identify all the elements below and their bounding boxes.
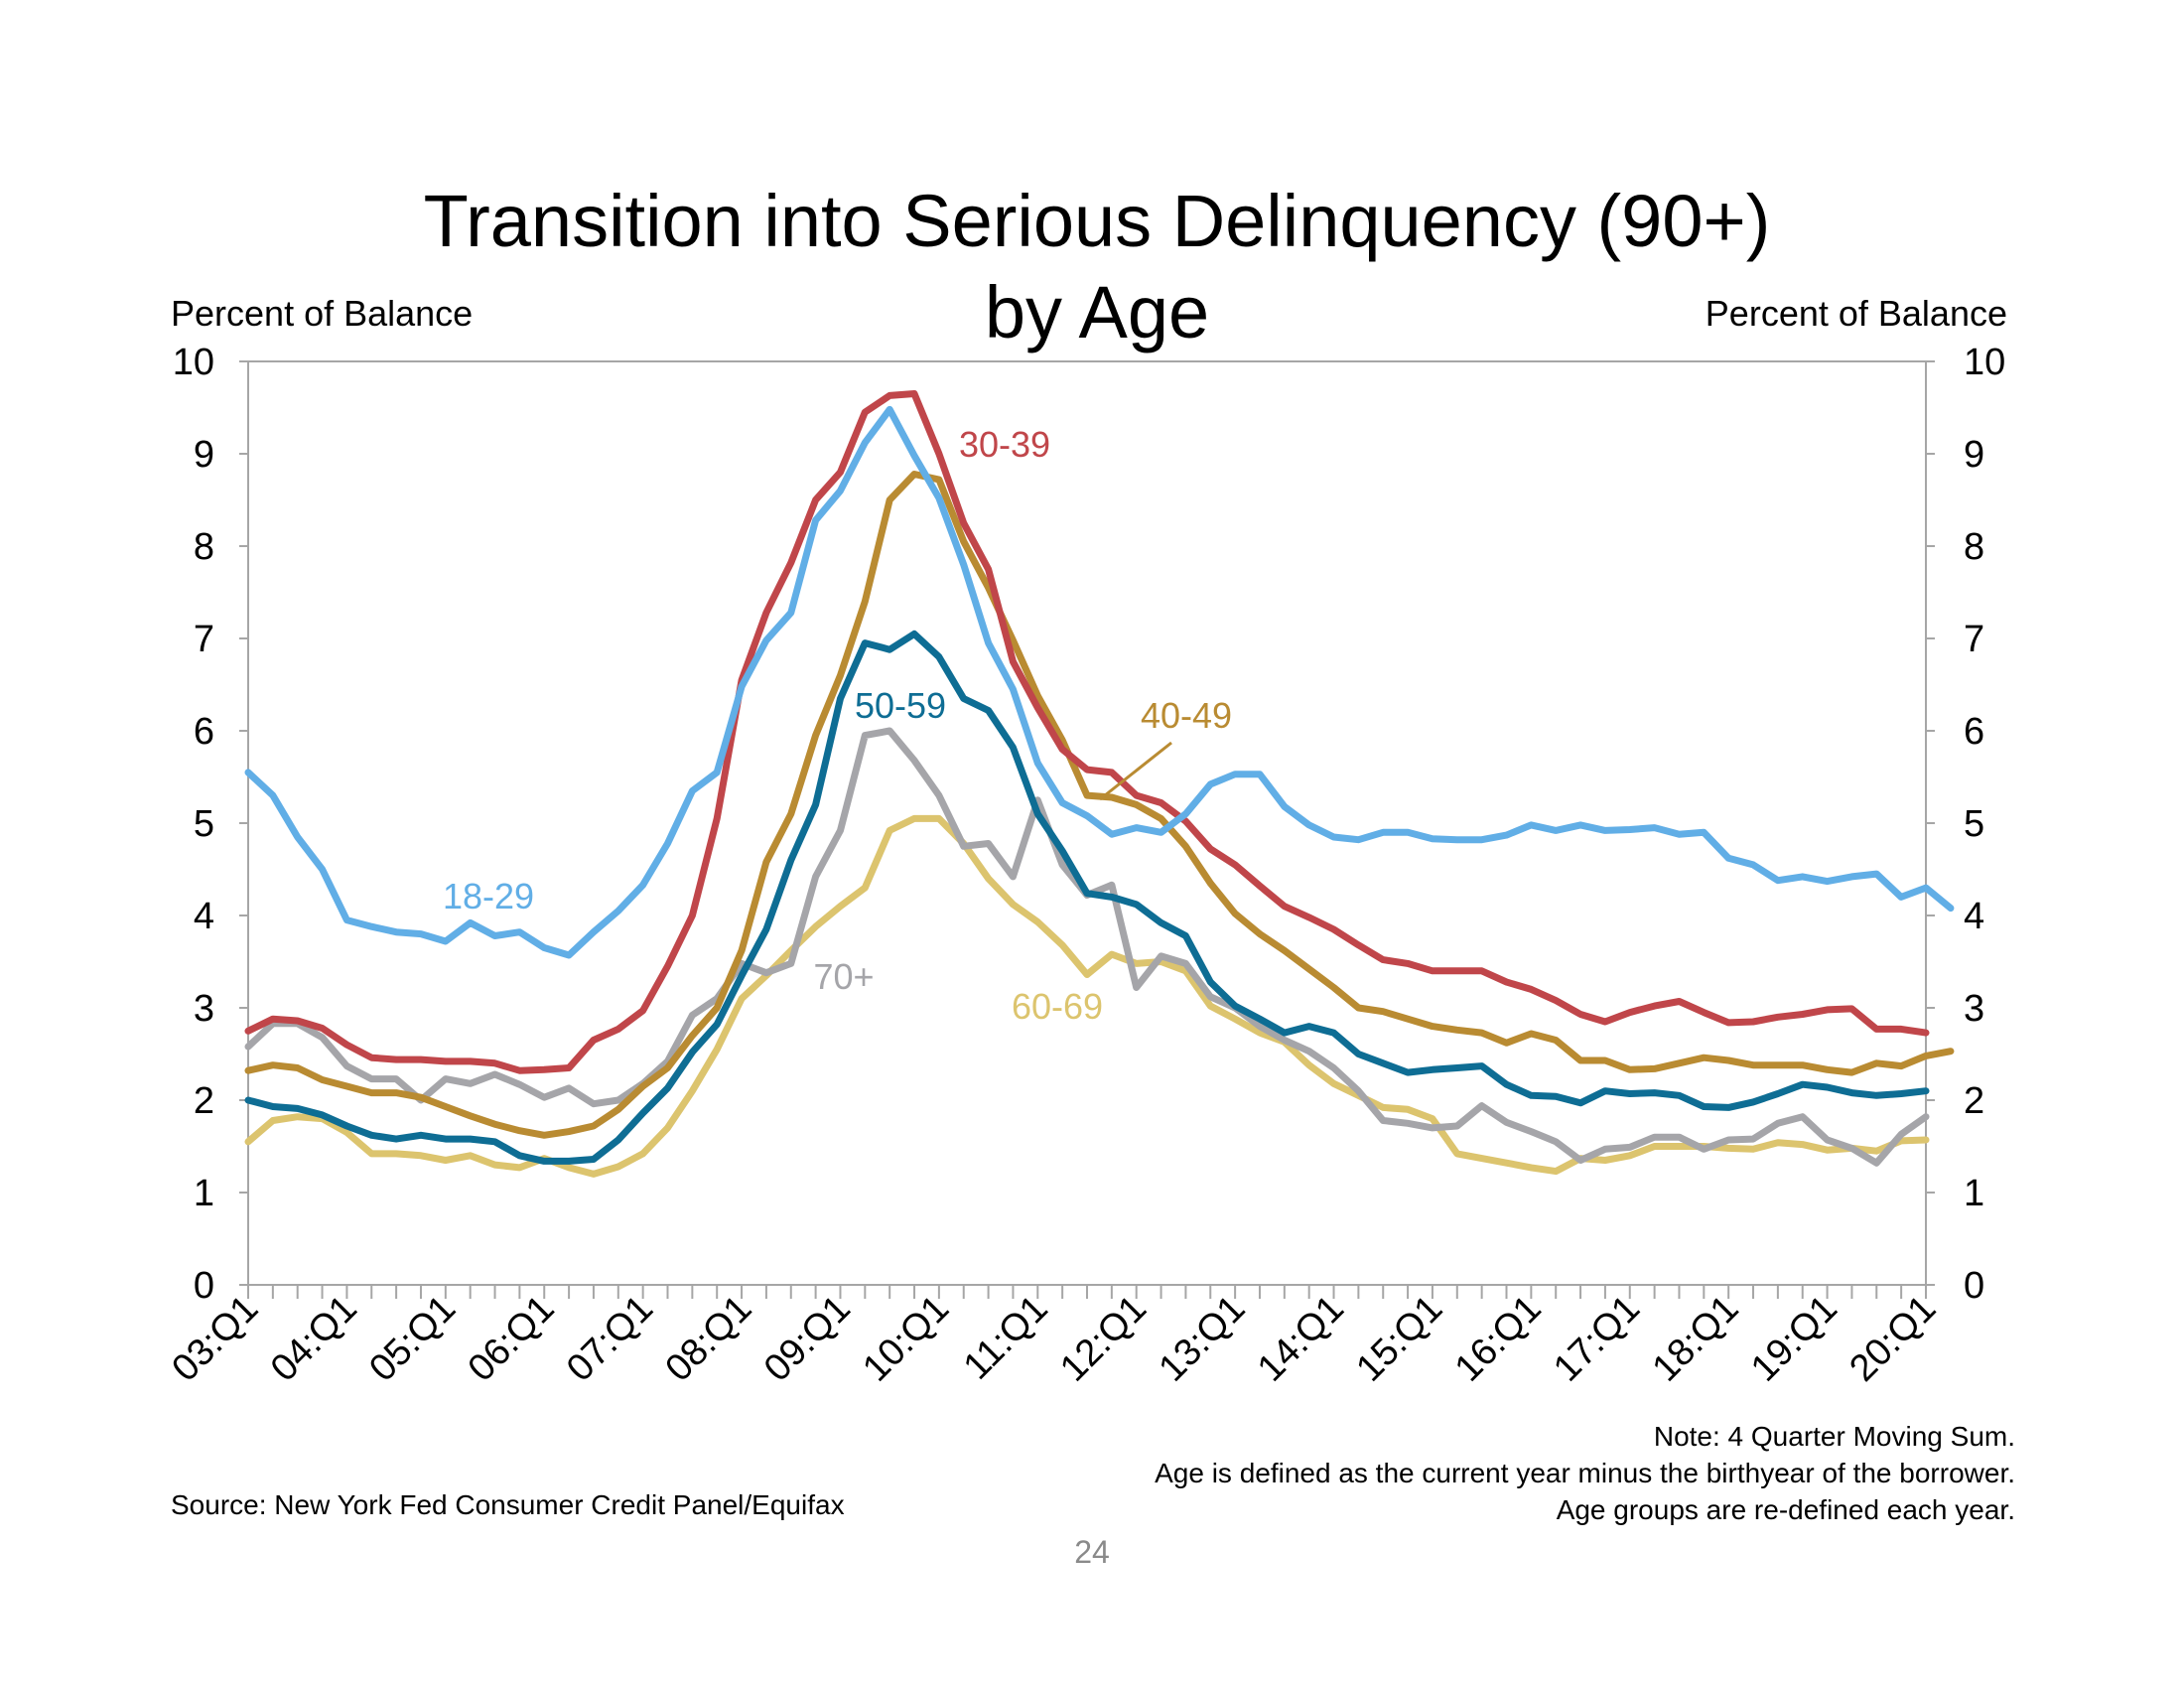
series-line-60-69 <box>244 814 1930 1178</box>
y-tick-right-label: 3 <box>1964 988 1984 1030</box>
x-tick-label: 17:Q1 <box>1546 1288 1648 1390</box>
y-tick-right-label: 7 <box>1964 619 1984 660</box>
x-tick-label: 04:Q1 <box>263 1288 365 1390</box>
y-tick-left-label: 9 <box>194 434 214 476</box>
x-tick-label: 20:Q1 <box>1842 1288 1944 1390</box>
chart-title-line2: by Age <box>985 271 1209 353</box>
y-axis-right: 0 1 2 3 4 5 6 7 8 9 10 <box>1926 342 2005 1307</box>
x-tick-label: 07:Q1 <box>559 1288 661 1390</box>
y-tick-right-label: 9 <box>1964 434 1984 476</box>
y-tick-left-label: 0 <box>194 1265 214 1307</box>
x-tick-label: 11:Q1 <box>956 1288 1056 1388</box>
page-number: 24 <box>1074 1534 1110 1570</box>
y-axis-label-left: Percent of Balance <box>171 293 473 334</box>
x-tick-label: 08:Q1 <box>658 1288 760 1390</box>
series-label-18-29: 18-29 <box>443 876 534 916</box>
x-tick-label: 03:Q1 <box>164 1288 266 1390</box>
y-tick-left-label: 10 <box>173 342 214 383</box>
series-label-70-plus: 70+ <box>813 956 874 997</box>
series-line-40-49 <box>244 471 1955 1139</box>
y-tick-left-label: 7 <box>194 619 214 660</box>
y-tick-right-label: 6 <box>1964 711 1984 753</box>
y-axis-label-right: Percent of Balance <box>1706 293 2007 334</box>
x-tick-label: 09:Q1 <box>756 1288 859 1390</box>
x-tick-label: 18:Q1 <box>1645 1288 1747 1390</box>
x-axis: 03:Q104:Q105:Q106:Q107:Q108:Q109:Q110:Q1… <box>164 1285 1944 1390</box>
x-tick-label: 19:Q1 <box>1743 1288 1845 1390</box>
series-label-50-59: 50-59 <box>855 685 946 726</box>
y-tick-left-label: 6 <box>194 711 214 753</box>
x-tick-label: 16:Q1 <box>1447 1288 1550 1390</box>
y-tick-right-label: 8 <box>1964 526 1984 568</box>
series-label-40-49: 40-49 <box>1141 695 1232 736</box>
y-tick-left-label: 5 <box>194 803 214 845</box>
y-tick-right-label: 4 <box>1964 896 1984 937</box>
y-axis-left: 0 1 2 3 4 5 6 7 8 9 10 <box>173 342 248 1307</box>
y-tick-left-label: 2 <box>194 1080 214 1122</box>
x-tick-label: 13:Q1 <box>1152 1288 1254 1390</box>
series-label-30-39: 30-39 <box>959 424 1050 465</box>
series-label-60-69: 60-69 <box>1012 986 1103 1027</box>
chart-title-line1: Transition into Serious Delinquency (90+… <box>424 180 1771 262</box>
x-tick-label: 14:Q1 <box>1250 1288 1352 1390</box>
note-age-definition: Age is defined as the current year minus… <box>1155 1458 2015 1488</box>
y-tick-right-label: 5 <box>1964 803 1984 845</box>
x-tick-label: 06:Q1 <box>461 1288 563 1390</box>
series-line-50-59 <box>244 630 1930 1165</box>
x-tick-label: 15:Q1 <box>1348 1288 1450 1390</box>
series-line-18-29 <box>244 405 1955 959</box>
series-line-30-39 <box>244 390 1930 1074</box>
source-note: Source: New York Fed Consumer Credit Pan… <box>171 1489 845 1520</box>
note-age-groups: Age groups are re-defined each year. <box>1557 1494 2015 1525</box>
y-tick-right-label: 0 <box>1964 1265 1984 1307</box>
y-tick-right-label: 10 <box>1964 342 2005 383</box>
note-moving-sum: Note: 4 Quarter Moving Sum. <box>1654 1421 2015 1452</box>
y-tick-left-label: 1 <box>194 1173 214 1214</box>
y-tick-left-label: 4 <box>194 896 214 937</box>
y-tick-left-label: 3 <box>194 988 214 1030</box>
x-tick-label: 05:Q1 <box>361 1288 464 1390</box>
series-label-40-49-leader <box>1099 741 1172 801</box>
y-tick-right-label: 1 <box>1964 1173 1984 1214</box>
y-tick-left-label: 8 <box>194 526 214 568</box>
y-tick-right-label: 2 <box>1964 1080 1984 1122</box>
x-tick-label: 12:Q1 <box>1052 1288 1155 1390</box>
x-tick-label: 10:Q1 <box>855 1288 957 1390</box>
series-lines <box>244 390 1955 1178</box>
